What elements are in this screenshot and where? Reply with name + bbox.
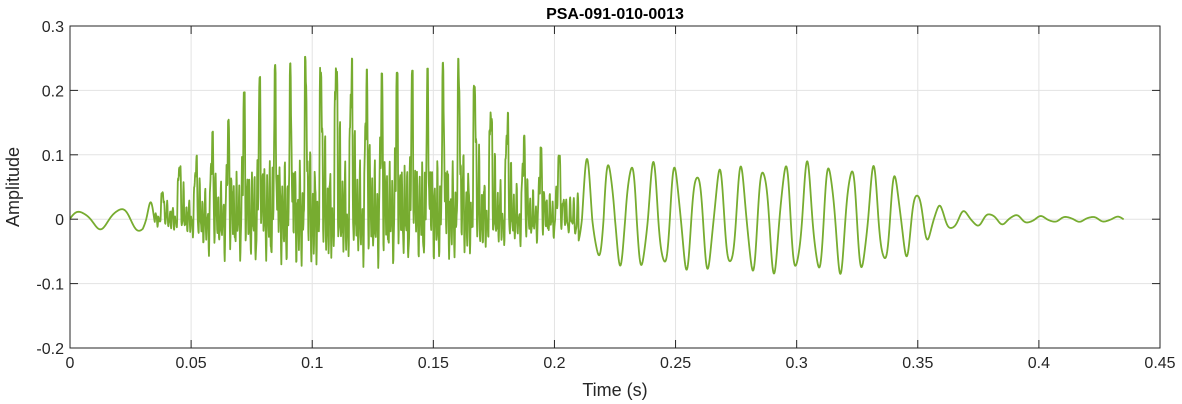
x-axis-ticks: 0 0.05 0.1 0.15 0.2 0.25 0.3 0.35 0.4 0.45 xyxy=(66,26,1176,372)
x-tick-label: 0.05 xyxy=(176,355,207,372)
y-axis-ticks: -0.2 -0.1 0 0.1 0.2 0.3 xyxy=(36,19,1160,358)
x-tick-label: 0.45 xyxy=(1144,355,1175,372)
y-tick-label: -0.2 xyxy=(36,341,64,358)
x-gridlines xyxy=(190,26,1040,348)
y-tick-label: 0.1 xyxy=(42,148,64,165)
x-tick-label: 0.15 xyxy=(418,355,449,372)
series-layer xyxy=(70,55,1125,275)
y-axis-label: Amplitude xyxy=(3,147,23,227)
y-tick-label: -0.1 xyxy=(36,277,64,294)
x-tick-label: 0.2 xyxy=(543,355,565,372)
x-tick-label: 0.25 xyxy=(660,355,691,372)
x-tick-label: 0.4 xyxy=(1028,355,1050,372)
chart-title: PSA-091-010-0013 xyxy=(546,6,684,23)
x-tick-label: 0.1 xyxy=(301,355,323,372)
x-tick-label: 0.3 xyxy=(786,355,808,372)
x-tick-label: 0.35 xyxy=(902,355,933,372)
y-tick-label: 0.3 xyxy=(42,19,64,36)
x-tick-label: 0 xyxy=(66,355,75,372)
series-line xyxy=(70,55,1125,275)
x-axis-label: Time (s) xyxy=(582,380,647,400)
y-tick-label: 0.2 xyxy=(42,83,64,100)
plot-frame xyxy=(69,25,1161,349)
y-tick-label: 0 xyxy=(55,212,64,229)
